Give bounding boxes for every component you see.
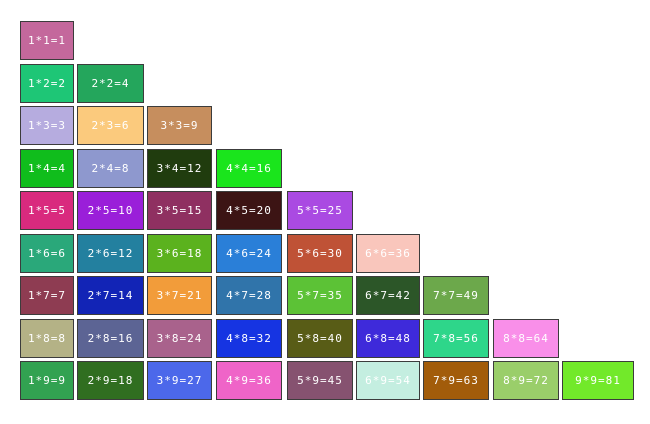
multiplication-cell: 6*6=36 xyxy=(356,234,420,273)
multiplication-cell: 4*6=24 xyxy=(216,234,282,273)
multiplication-cell: 1*3=3 xyxy=(20,106,74,145)
cell-label: 1*6=6 xyxy=(27,247,67,260)
cell-label: 4*4=16 xyxy=(226,162,272,175)
cell-label: 1*2=2 xyxy=(27,77,67,90)
cell-label: 4*8=32 xyxy=(226,332,272,345)
multiplication-cell: 4*5=20 xyxy=(216,191,282,230)
cell-label: 3*9=27 xyxy=(156,374,203,387)
multiplication-cell: 8*9=72 xyxy=(493,361,559,400)
multiplication-cell: 4*9=36 xyxy=(216,361,282,400)
cell-label: 3*4=12 xyxy=(156,162,203,175)
cell-label: 1*5=5 xyxy=(27,204,67,217)
cell-label: 7*7=49 xyxy=(433,289,479,302)
multiplication-cell: 6*7=42 xyxy=(356,276,420,315)
multiplication-cell: 6*8=48 xyxy=(356,319,420,358)
cell-label: 6*7=42 xyxy=(365,289,411,302)
cell-label: 2*9=18 xyxy=(87,374,134,387)
multiplication-cell: 3*5=15 xyxy=(147,191,212,230)
multiplication-cell: 3*6=18 xyxy=(147,234,212,273)
multiplication-cell: 2*5=10 xyxy=(77,191,144,230)
multiplication-cell: 5*5=25 xyxy=(287,191,353,230)
cell-label: 5*6=30 xyxy=(297,247,343,260)
multiplication-cell: 2*4=8 xyxy=(77,149,144,188)
cell-label: 6*8=48 xyxy=(365,332,411,345)
multiplication-cell: 1*4=4 xyxy=(20,149,74,188)
multiplication-cell: 7*9=63 xyxy=(423,361,489,400)
cell-label: 2*2=4 xyxy=(91,77,130,90)
multiplication-cell: 5*6=30 xyxy=(287,234,353,273)
multiplication-cell: 4*4=16 xyxy=(216,149,282,188)
multiplication-cell: 9*9=81 xyxy=(562,361,634,400)
multiplication-cell: 7*8=56 xyxy=(423,319,489,358)
multiplication-cell: 2*8=16 xyxy=(77,319,144,358)
multiplication-cell: 1*2=2 xyxy=(20,64,74,103)
multiplication-cell: 8*8=64 xyxy=(493,319,559,358)
cell-label: 2*6=12 xyxy=(87,247,134,260)
multiplication-cell: 3*7=21 xyxy=(147,276,212,315)
cell-label: 5*5=25 xyxy=(297,204,343,217)
multiplication-cell: 5*7=35 xyxy=(287,276,353,315)
cell-label: 1*4=4 xyxy=(27,162,67,175)
cell-label: 1*9=9 xyxy=(27,374,67,387)
multiplication-cell: 3*9=27 xyxy=(147,361,212,400)
multiplication-cell: 2*6=12 xyxy=(77,234,144,273)
cell-label: 1*3=3 xyxy=(27,119,67,132)
multiplication-cell: 2*7=14 xyxy=(77,276,144,315)
multiplication-cell: 3*4=12 xyxy=(147,149,212,188)
cell-label: 4*6=24 xyxy=(226,247,272,260)
cell-label: 4*7=28 xyxy=(226,289,272,302)
multiplication-cell: 1*8=8 xyxy=(20,319,74,358)
cell-label: 5*7=35 xyxy=(297,289,343,302)
multiplication-cell: 1*9=9 xyxy=(20,361,74,400)
multiplication-cell: 3*3=9 xyxy=(147,106,212,145)
multiplication-cell: 1*6=6 xyxy=(20,234,74,273)
cell-label: 2*4=8 xyxy=(91,162,130,175)
cell-label: 2*8=16 xyxy=(87,332,134,345)
cell-label: 2*3=6 xyxy=(91,119,130,132)
cell-label: 2*7=14 xyxy=(87,289,134,302)
cell-label: 3*6=18 xyxy=(156,247,203,260)
multiplication-cell: 2*2=4 xyxy=(77,64,144,103)
cell-label: 1*1=1 xyxy=(27,34,67,47)
cell-label: 8*9=72 xyxy=(503,374,549,387)
multiplication-cell: 5*8=40 xyxy=(287,319,353,358)
multiplication-cell: 5*9=45 xyxy=(287,361,353,400)
cell-label: 3*3=9 xyxy=(160,119,199,132)
cell-label: 1*7=7 xyxy=(27,289,67,302)
cell-label: 5*8=40 xyxy=(297,332,343,345)
cell-label: 5*9=45 xyxy=(297,374,343,387)
cell-label: 6*9=54 xyxy=(365,374,411,387)
multiplication-cell: 4*7=28 xyxy=(216,276,282,315)
cell-label: 9*9=81 xyxy=(575,374,621,387)
cell-label: 3*7=21 xyxy=(156,289,203,302)
multiplication-cell: 7*7=49 xyxy=(423,276,489,315)
multiplication-cell: 6*9=54 xyxy=(356,361,420,400)
cell-label: 7*8=56 xyxy=(433,332,479,345)
multiplication-cell: 2*9=18 xyxy=(77,361,144,400)
cell-label: 2*5=10 xyxy=(87,204,134,217)
cell-label: 8*8=64 xyxy=(503,332,549,345)
cell-label: 3*8=24 xyxy=(156,332,203,345)
multiplication-cell: 1*1=1 xyxy=(20,21,74,60)
cell-label: 1*8=8 xyxy=(27,332,67,345)
multiplication-cell: 1*5=5 xyxy=(20,191,74,230)
cell-label: 4*9=36 xyxy=(226,374,272,387)
cell-label: 3*5=15 xyxy=(156,204,203,217)
multiplication-cell: 3*8=24 xyxy=(147,319,212,358)
multiplication-cell: 4*8=32 xyxy=(216,319,282,358)
multiplication-cell: 1*7=7 xyxy=(20,276,74,315)
cell-label: 7*9=63 xyxy=(433,374,479,387)
cell-label: 4*5=20 xyxy=(226,204,272,217)
multiplication-cell: 2*3=6 xyxy=(77,106,144,145)
cell-label: 6*6=36 xyxy=(365,247,411,260)
